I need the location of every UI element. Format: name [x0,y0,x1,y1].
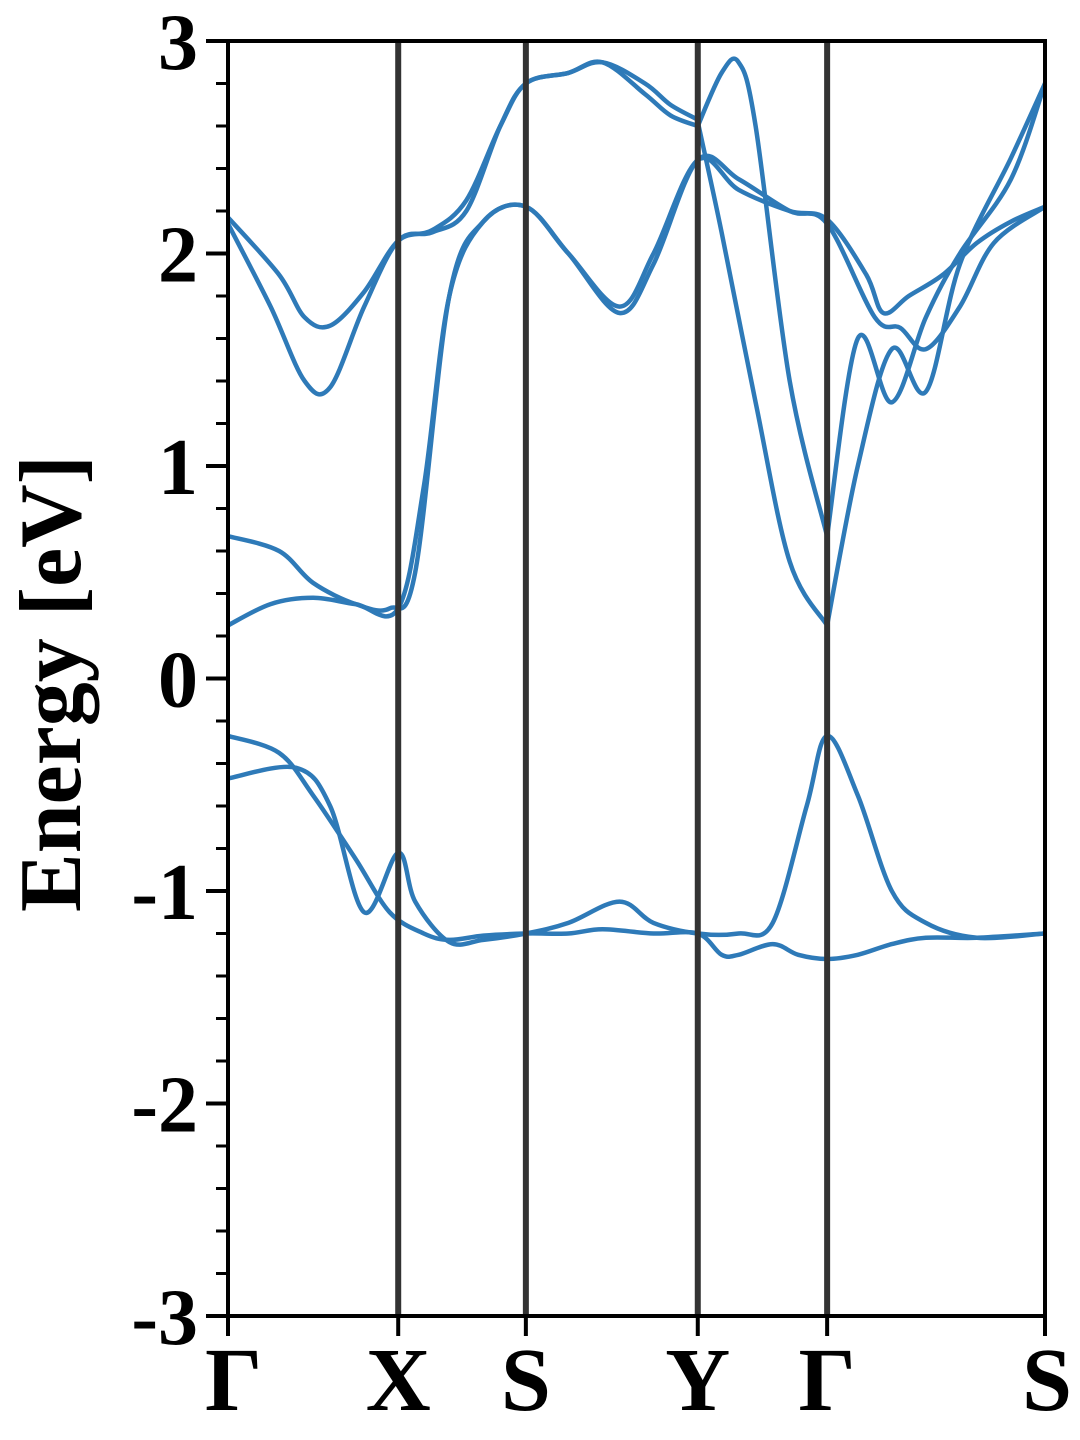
y-axis: 3 2 1 0 -1 -2 -3 [131,0,228,1362]
y-tick-label: 2 [158,212,198,300]
band-line-10 [228,733,1045,947]
x-tick-label-1: Γ [205,1331,262,1430]
band-line-2 [228,59,701,397]
y-tick-label: 1 [158,424,198,512]
y-tick-label: 0 [158,637,198,725]
high-symmetry-dividers [395,41,831,1316]
band-line-6 [824,81,1045,628]
y-tick-label: 3 [158,0,198,87]
x-tick-label-3: S [501,1331,551,1430]
band-line-9 [228,733,1045,962]
band-line-1 [228,59,701,330]
band-line-7 [228,155,1045,613]
plot-frame [226,39,1047,1318]
band-line-5 [824,81,1045,539]
y-tick-label: -3 [131,1274,198,1362]
x-tick-label-6: S [1022,1331,1072,1430]
x-tick-label-5: Γ [799,1331,856,1430]
band-line-3 [695,56,830,539]
x-tick-label-2: X [366,1331,431,1430]
band-lines [228,56,1045,962]
y-axis-title: Energy [eV] [3,455,100,912]
band-line-4 [695,119,830,628]
y-tick-label: -1 [131,849,198,937]
x-tick-label-4: Y [665,1331,730,1430]
band-line-8 [228,153,1045,628]
y-tick-label: -2 [131,1062,198,1150]
